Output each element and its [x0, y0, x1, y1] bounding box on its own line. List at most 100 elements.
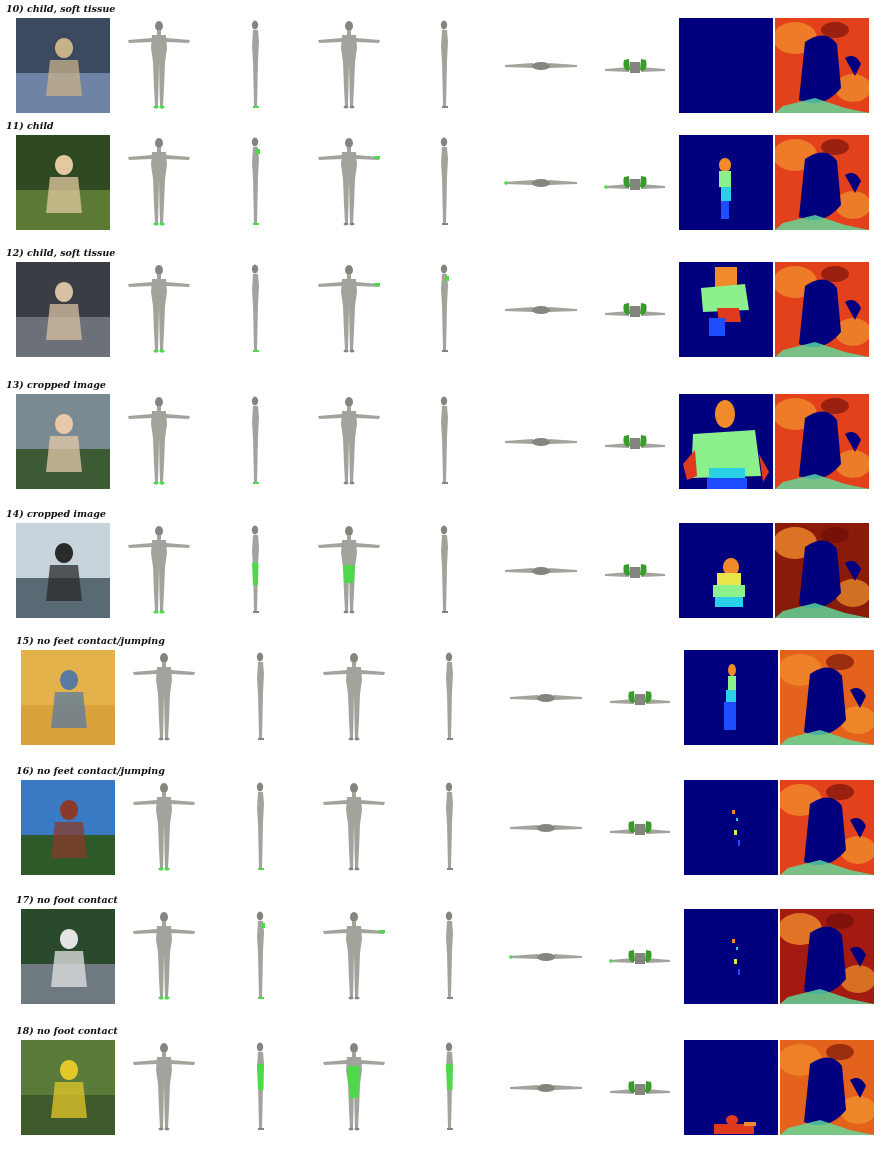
figure-row: 13) cropped image	[0, 380, 884, 506]
body-side-view-cell	[245, 394, 265, 489]
body-front-view-cell	[124, 18, 194, 113]
child-outdoor-photo	[16, 135, 110, 230]
body-side-view-2	[445, 782, 453, 870]
body-top-view	[505, 438, 577, 446]
body-back-view-cell	[314, 523, 384, 618]
input-photo	[16, 18, 110, 113]
segmentation-map-image	[684, 909, 778, 1004]
segmentation-map-image	[684, 780, 778, 875]
depth-map-image	[780, 909, 874, 1004]
depth-map-image	[775, 523, 869, 618]
depth-map	[775, 523, 869, 618]
figure-row: 15) no feet contact/jumping	[0, 636, 884, 762]
body-top-view-cell	[508, 1040, 584, 1135]
body-side-view-2	[440, 20, 448, 108]
body-side-view-2	[445, 1042, 453, 1130]
body-bottom-view	[605, 303, 665, 317]
body-back-view	[318, 21, 380, 109]
kayak-person-photo	[21, 1040, 115, 1135]
input-photo	[16, 262, 110, 357]
car-seat-child-photo	[16, 262, 110, 357]
body-top-view-cell	[503, 18, 579, 113]
body-side-view-2-cell	[434, 262, 454, 357]
segmentation-map-image	[679, 523, 773, 618]
segmentation-map-image	[679, 18, 773, 113]
body-back-view-cell	[319, 1040, 389, 1135]
body-back-view-cell	[319, 780, 389, 875]
segmentation-map	[684, 780, 778, 875]
body-front-view	[128, 138, 190, 226]
body-top-view	[510, 1084, 582, 1092]
body-front-view	[133, 653, 195, 741]
body-bottom-view-cell	[608, 1040, 672, 1135]
body-side-view-cell	[245, 262, 265, 357]
body-front-view-cell	[124, 394, 194, 489]
body-back-view-cell	[314, 394, 384, 489]
body-back-view	[323, 653, 385, 741]
row-label: 17) no foot contact	[16, 895, 118, 906]
depth-map-image	[780, 780, 874, 875]
figure-row: 14) cropped image	[0, 509, 884, 635]
row-label: 15) no feet contact/jumping	[16, 636, 165, 647]
sleeping-child-photo	[16, 18, 110, 113]
segmentation-map-image	[684, 650, 778, 745]
figure-row: 11) child	[0, 121, 884, 247]
body-side-view-cell	[250, 650, 270, 745]
body-bottom-view	[605, 59, 665, 73]
body-side-view-cell	[250, 780, 270, 875]
body-back-view	[323, 912, 385, 1000]
depth-map	[780, 1040, 874, 1135]
body-bottom-view-cell	[608, 909, 672, 1004]
body-side-view-2-cell	[439, 909, 459, 1004]
input-photo	[21, 909, 115, 1004]
figure-row: 12) child, soft tissue	[0, 248, 884, 374]
input-photo	[16, 394, 110, 489]
body-front-view	[133, 1043, 195, 1131]
row-label: 14) cropped image	[6, 509, 106, 520]
body-top-view-cell	[508, 780, 584, 875]
body-side-view	[256, 911, 265, 999]
body-side-view-2-cell	[439, 650, 459, 745]
body-front-view	[128, 21, 190, 109]
figure-row: 16) no feet contact/jumping	[0, 766, 884, 892]
body-back-view-cell	[319, 650, 389, 745]
segmentation-map	[679, 262, 773, 357]
depth-map-image	[780, 1040, 874, 1135]
body-front-view-cell	[124, 523, 194, 618]
body-side-view-2-cell	[434, 523, 454, 618]
body-front-view	[128, 265, 190, 353]
body-bottom-view	[610, 1081, 670, 1095]
body-front-view	[128, 526, 190, 614]
body-top-view	[509, 953, 582, 961]
body-side-view-2	[440, 264, 449, 352]
segmentation-map	[679, 523, 773, 618]
body-side-view	[251, 137, 260, 225]
depth-map	[775, 394, 869, 489]
body-side-view-2-cell	[434, 394, 454, 489]
depth-map-image	[775, 135, 869, 230]
body-side-view	[251, 20, 259, 108]
body-back-view	[318, 397, 380, 485]
row-label: 10) child, soft tissue	[6, 4, 116, 15]
body-top-view-cell	[503, 262, 579, 357]
depth-map	[775, 18, 869, 113]
body-back-view-cell	[314, 18, 384, 113]
body-top-view-cell	[503, 394, 579, 489]
row-label: 11) child	[6, 121, 54, 132]
body-bottom-view-cell	[603, 523, 667, 618]
body-side-view-cell	[250, 1040, 270, 1135]
depth-map	[780, 780, 874, 875]
body-bottom-view	[610, 821, 670, 835]
body-side-view-cell	[245, 523, 265, 618]
body-bottom-view-cell	[603, 18, 667, 113]
input-photo	[21, 780, 115, 875]
row-label: 12) child, soft tissue	[6, 248, 116, 259]
body-front-view-cell	[129, 780, 199, 875]
depth-map-image	[775, 18, 869, 113]
input-photo	[16, 523, 110, 618]
depth-map	[780, 650, 874, 745]
segmentation-map	[679, 394, 773, 489]
figure-row: 10) child, soft tissue	[0, 4, 884, 130]
body-side-view	[251, 264, 259, 352]
body-front-view	[133, 912, 195, 1000]
